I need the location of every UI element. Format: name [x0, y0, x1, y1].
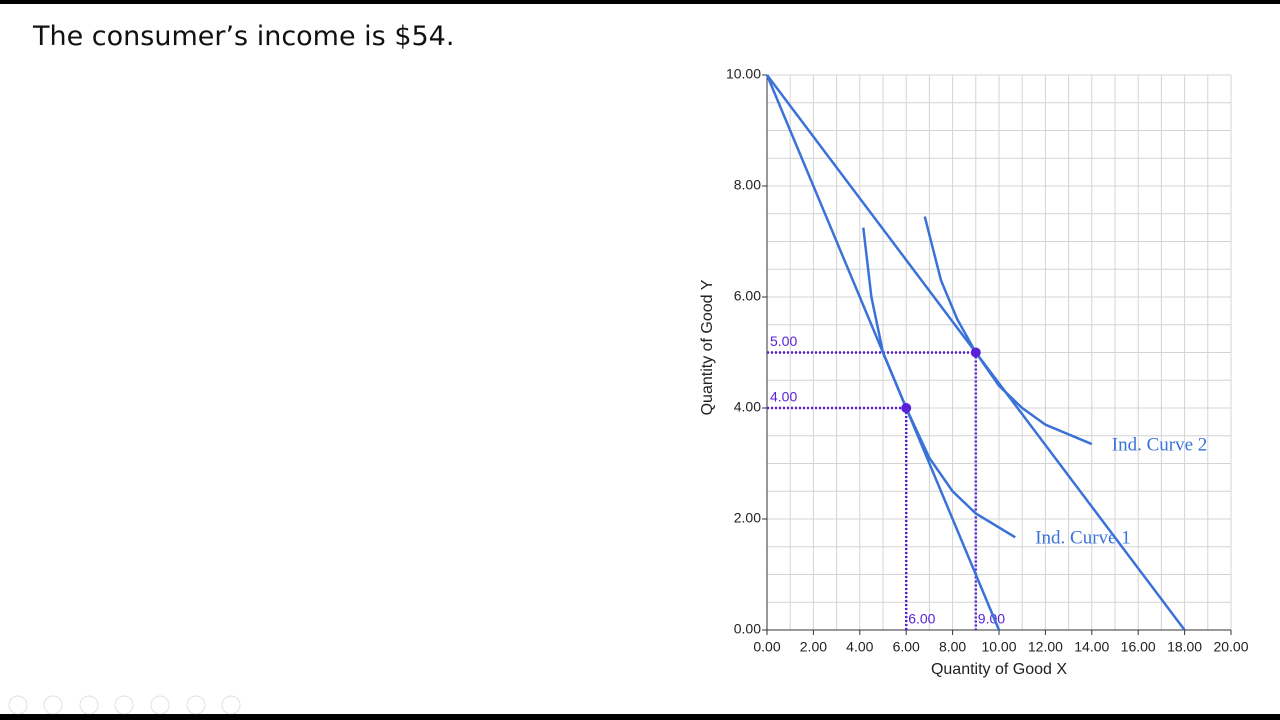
y-tick-label: 0.00 [734, 621, 761, 637]
top-bar [0, 0, 1280, 4]
guide-label: 4.00 [770, 389, 797, 405]
x-tick-label: 14.00 [1074, 639, 1109, 655]
x-tick-label: 10.00 [981, 639, 1016, 655]
x-tick-label: 4.00 [846, 639, 873, 655]
toolbar-button[interactable] [43, 695, 63, 715]
toolbar-button[interactable] [79, 695, 99, 715]
x-tick-label: 2.00 [800, 639, 827, 655]
bottom-bar [0, 714, 1280, 720]
x-tick-label: 12.00 [1028, 639, 1063, 655]
toolbar-button[interactable] [186, 695, 206, 715]
toolbar-button[interactable] [221, 695, 241, 715]
toolbar-button[interactable] [114, 695, 134, 715]
point [970, 347, 981, 358]
curve-label: Ind. Curve 1 [1035, 528, 1131, 549]
chart: 0.00 2.00 4.00 6.00 8.00 10.00 12.00 14.00 16.00… [699, 66, 1249, 679]
y-tick-label: 2.00 [734, 510, 761, 526]
y-tick-label: 4.00 [734, 399, 761, 415]
x-tick-label: 18.00 [1167, 639, 1202, 655]
guide-label: 9.00 [978, 611, 1005, 627]
series-line [923, 216, 1093, 446]
toolbar-button[interactable] [8, 695, 28, 715]
x-tick-label: 6.00 [893, 639, 920, 655]
x-tick-label: 0.00 [753, 639, 780, 655]
guide-label: 6.00 [908, 611, 935, 627]
toolbar-button[interactable] [150, 695, 170, 715]
point [901, 403, 912, 413]
series-line [862, 227, 1016, 539]
slide-text: The consumer’s income is $54. [32, 21, 454, 52]
x-tick-label: 8.00 [939, 639, 966, 655]
x-tick-label: 16.00 [1121, 639, 1156, 655]
guide-label: 5.00 [770, 333, 797, 349]
curve-label: Ind. Curve 2 [1112, 434, 1208, 455]
y-tick-label: 8.00 [734, 177, 761, 193]
x-tick-label: 20.00 [1213, 639, 1248, 655]
y-tick-label: 6.00 [734, 288, 761, 304]
y-axis-label: Quantity of Good Y [699, 279, 716, 415]
toolbar [8, 695, 241, 715]
x-axis-label: Quantity of Good X [931, 661, 1067, 678]
y-tick-label: 10.00 [726, 66, 761, 82]
